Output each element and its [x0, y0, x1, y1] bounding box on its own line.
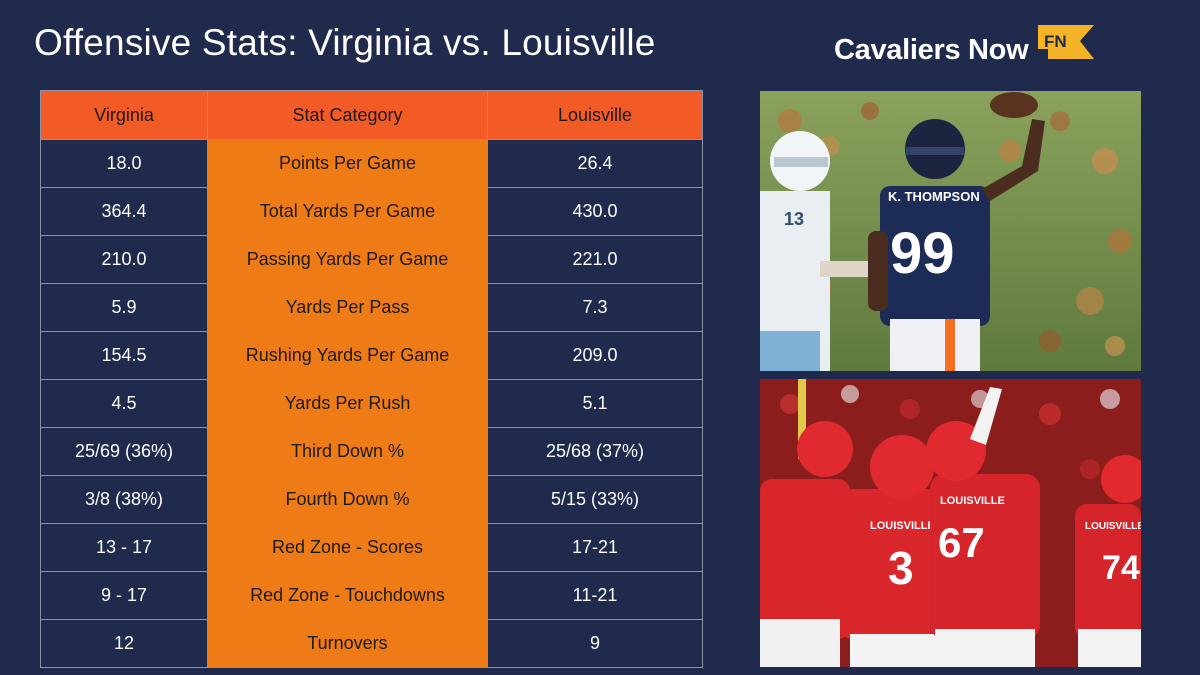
- virginia-value: 25/69 (36%): [40, 427, 208, 476]
- header-louisville: Louisville: [487, 90, 703, 140]
- badge-text: FN: [1044, 32, 1067, 51]
- virginia-value: 3/8 (38%): [40, 475, 208, 524]
- wordmark-3: LOUISVILLE: [870, 520, 935, 532]
- stat-category: Third Down %: [207, 427, 488, 476]
- louisville-value: 221.0: [487, 235, 703, 284]
- brand-logo: Cavaliers Now FN: [834, 25, 1096, 67]
- louisville-value: 9: [487, 619, 703, 668]
- jersey-number-67: 67: [938, 519, 985, 566]
- virginia-value: 13 - 17: [40, 523, 208, 572]
- stat-category: Rushing Yards Per Game: [207, 331, 488, 380]
- table-row: 5.9 Yards Per Pass 7.3: [40, 283, 703, 332]
- louisville-value: 17-21: [487, 523, 703, 572]
- virginia-value: 210.0: [40, 235, 208, 284]
- stat-category: Red Zone - Touchdowns: [207, 571, 488, 620]
- page-title: Offensive Stats: Virginia vs. Louisville: [34, 22, 656, 63]
- louisville-value: 5.1: [487, 379, 703, 428]
- table-row: 13 - 17 Red Zone - Scores 17-21: [40, 523, 703, 572]
- table-row: 25/69 (36%) Third Down % 25/68 (37%): [40, 427, 703, 476]
- main-jersey-number: 99: [890, 221, 955, 286]
- virginia-value: 5.9: [40, 283, 208, 332]
- virginia-value: 4.5: [40, 379, 208, 428]
- jersey-number-3: 3: [888, 542, 914, 594]
- louisville-value: 7.3: [487, 283, 703, 332]
- wordmark-67: LOUISVILLE: [940, 495, 1005, 507]
- virginia-value: 9 - 17: [40, 571, 208, 620]
- header-virginia: Virginia: [40, 90, 208, 140]
- stat-category: Passing Yards Per Game: [207, 235, 488, 284]
- wordmark-74: LOUISVILLE: [1085, 521, 1141, 532]
- header-stat-category: Stat Category: [207, 90, 488, 140]
- stat-category: Yards Per Pass: [207, 283, 488, 332]
- stat-category: Total Yards Per Game: [207, 187, 488, 236]
- virginia-value: 364.4: [40, 187, 208, 236]
- table-row: 210.0 Passing Yards Per Game 221.0: [40, 235, 703, 284]
- table-row: 154.5 Rushing Yards Per Game 209.0: [40, 331, 703, 380]
- louisville-value: 26.4: [487, 139, 703, 188]
- stat-category: Turnovers: [207, 619, 488, 668]
- stats-table: Virginia Stat Category Louisville 18.0 P…: [40, 90, 703, 668]
- table-row: 364.4 Total Yards Per Game 430.0: [40, 187, 703, 236]
- table-row: 9 - 17 Red Zone - Touchdowns 11-21: [40, 571, 703, 620]
- louisville-players-photo: LOUISVILLE 3 LOUISVILLE 67 LOUISVILLE 74: [760, 379, 1141, 667]
- table-row: 18.0 Points Per Game 26.4: [40, 139, 703, 188]
- fn-badge-icon: FN: [1038, 25, 1095, 59]
- virginia-player-photo: 13 K. THOMPSON 99: [760, 91, 1141, 371]
- jersey-number-74: 74: [1102, 549, 1140, 587]
- stat-category: Yards Per Rush: [207, 379, 488, 428]
- virginia-value: 154.5: [40, 331, 208, 380]
- nameplate: K. THOMPSON: [888, 189, 980, 204]
- louisville-value: 11-21: [487, 571, 703, 620]
- table-row: 3/8 (38%) Fourth Down % 5/15 (33%): [40, 475, 703, 524]
- louisville-value: 25/68 (37%): [487, 427, 703, 476]
- louisville-value: 430.0: [487, 187, 703, 236]
- table-row: 4.5 Yards Per Rush 5.1: [40, 379, 703, 428]
- table-header-row: Virginia Stat Category Louisville: [40, 90, 703, 140]
- virginia-value: 18.0: [40, 139, 208, 188]
- virginia-value: 12: [40, 619, 208, 668]
- stat-category: Fourth Down %: [207, 475, 488, 524]
- brand-name: Cavaliers Now: [834, 34, 1029, 66]
- louisville-value: 5/15 (33%): [487, 475, 703, 524]
- stat-category: Points Per Game: [207, 139, 488, 188]
- stat-category: Red Zone - Scores: [207, 523, 488, 572]
- left-jersey-number: 13: [784, 209, 804, 229]
- louisville-value: 209.0: [487, 331, 703, 380]
- table-row: 12 Turnovers 9: [40, 619, 703, 668]
